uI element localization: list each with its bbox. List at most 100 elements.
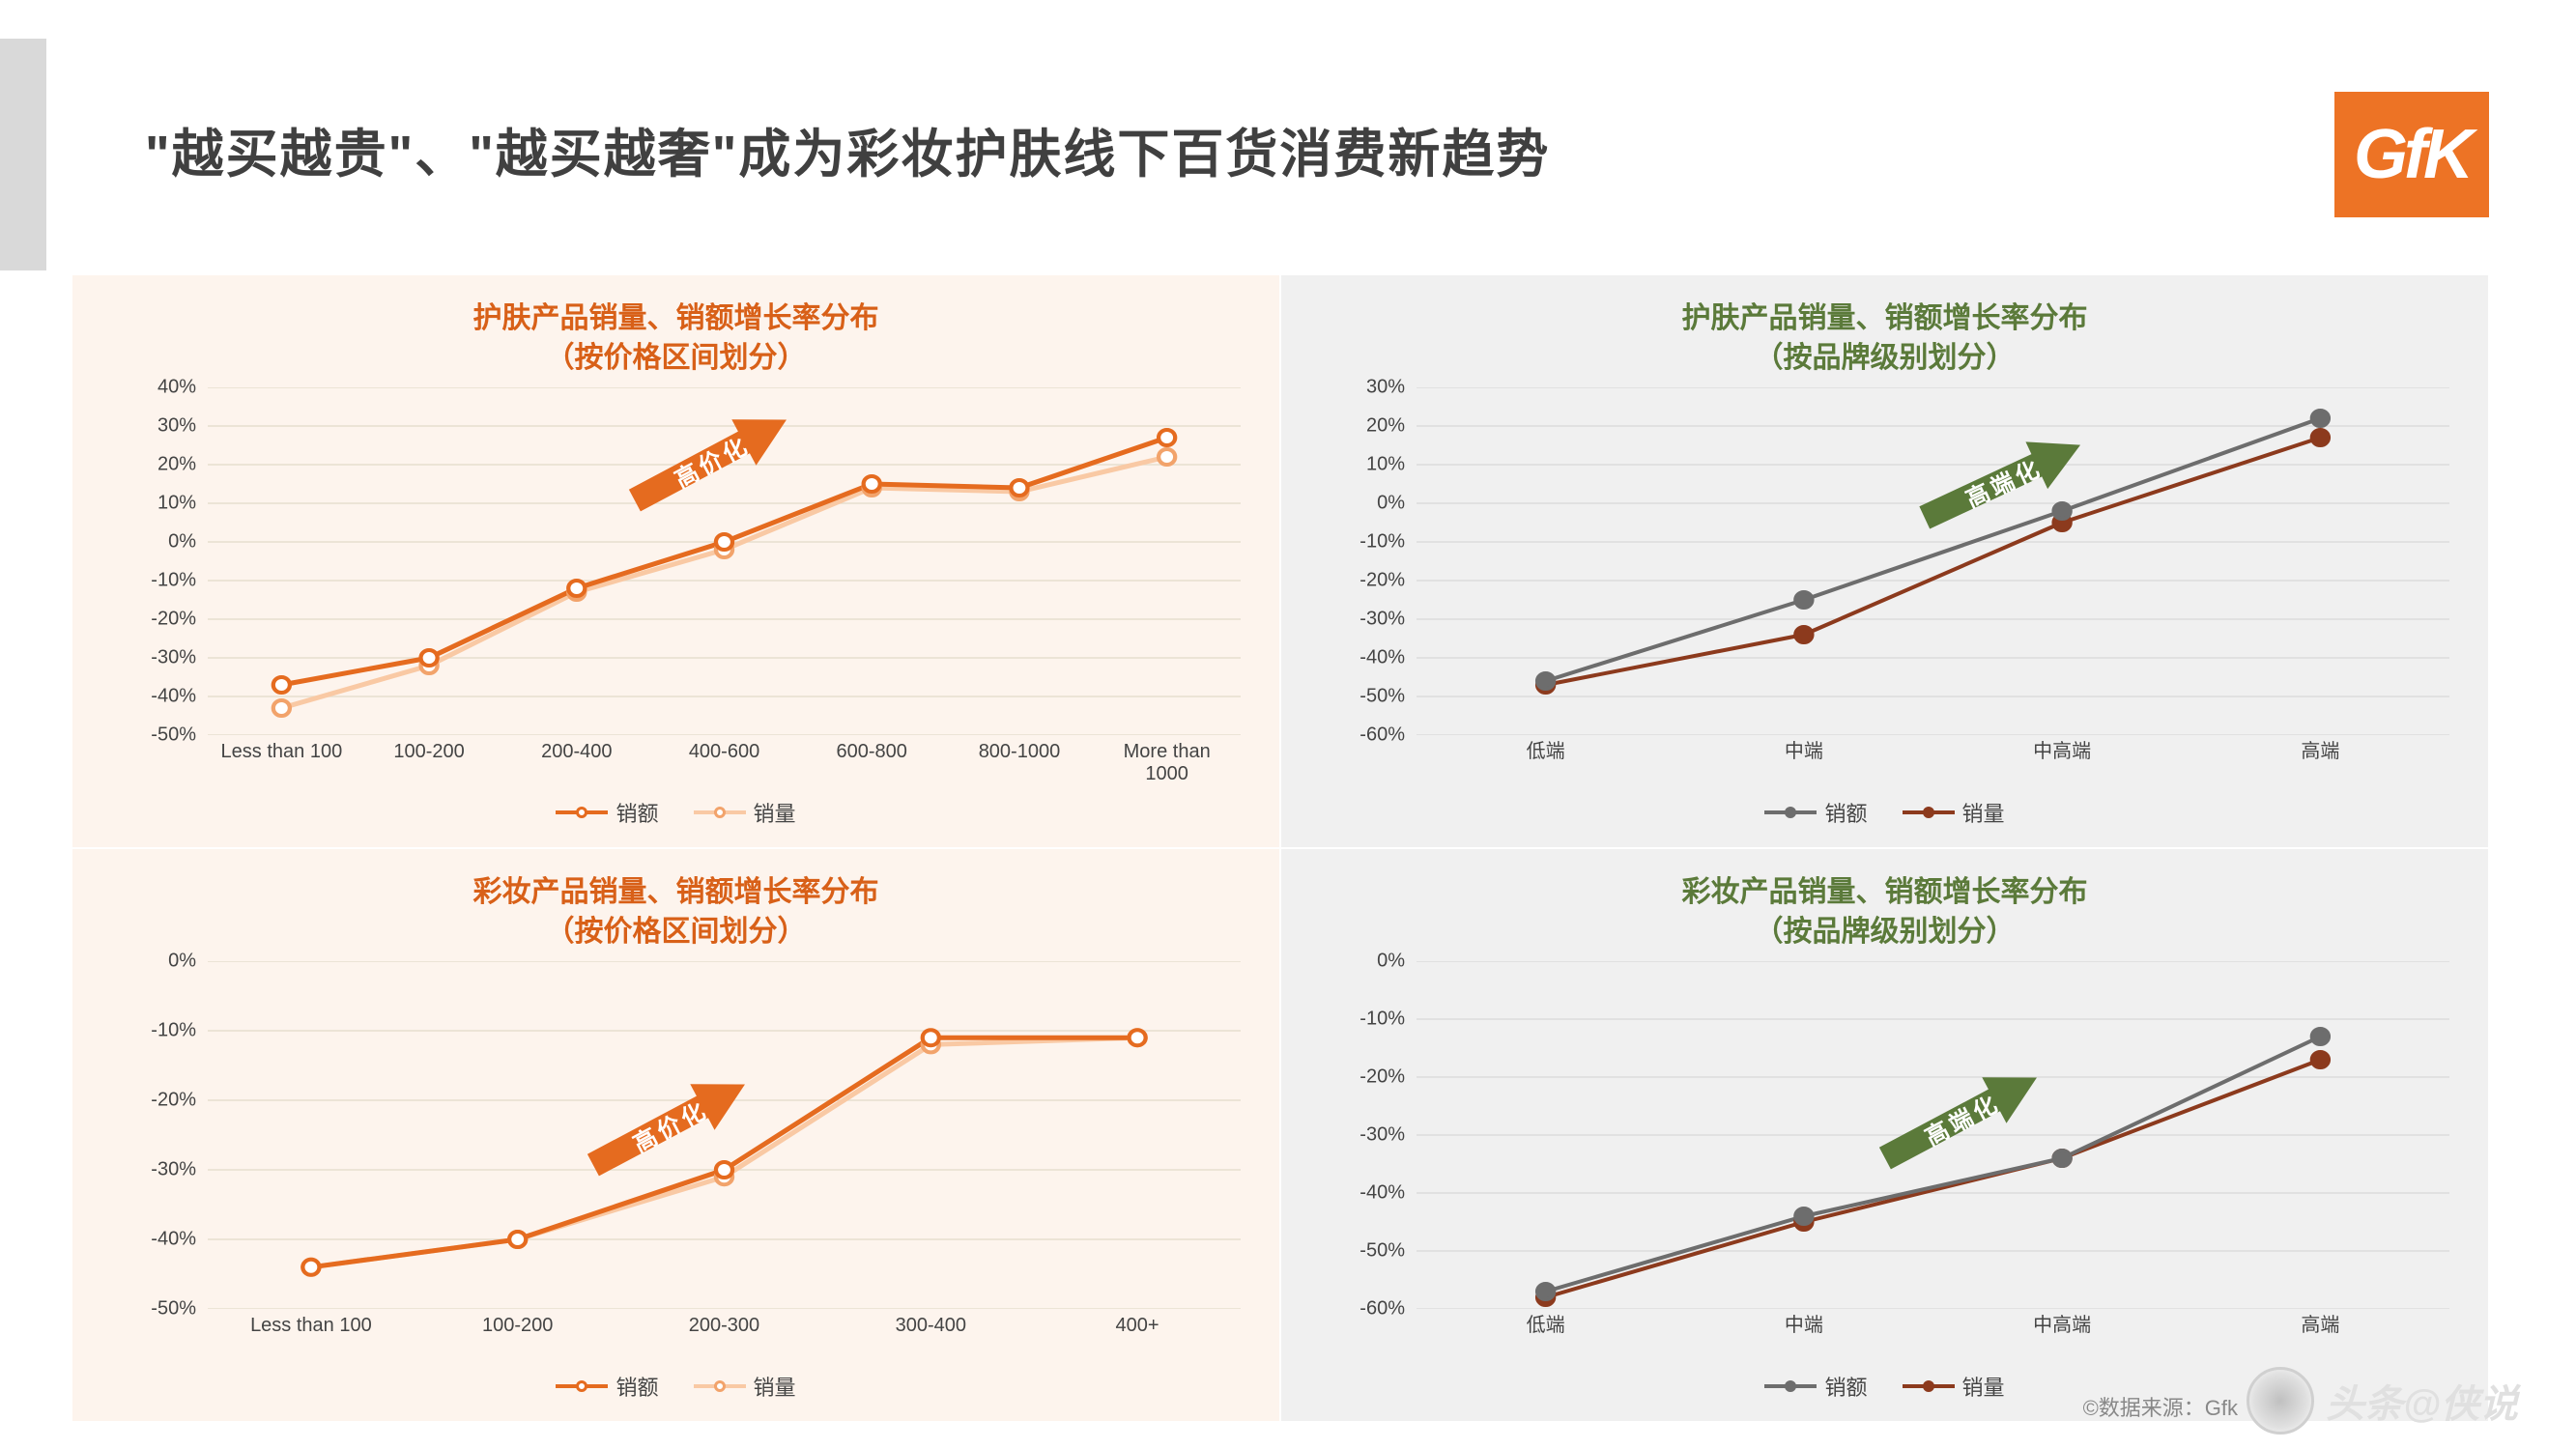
x-tick-label: 300-400 — [827, 1309, 1034, 1367]
chart-title: 护肤产品销量、销额增长率分布（按品牌级别划分） — [1320, 299, 2449, 378]
x-tick-label: 200-300 — [621, 1309, 828, 1367]
x-tick-label: 400+ — [1034, 1309, 1241, 1367]
y-tick-label: 20% — [1366, 414, 1405, 437]
chart-plot-area: 0%-10%-20%-30%-40%-50%-60%高端化 — [1320, 961, 2449, 1309]
y-tick-label: -20% — [1360, 570, 1405, 592]
y-tick-label: -40% — [151, 1229, 196, 1251]
legend-item: 销量 — [694, 1371, 796, 1402]
chart-grid: 护肤产品销量、销额增长率分布（按价格区间划分）40% 30% 20% 10% 0% -10… — [72, 275, 2488, 1319]
legend-marker-icon — [1764, 1384, 1817, 1388]
legend-item: 销量 — [1903, 1371, 2005, 1402]
x-tick-label: More than1000 — [1093, 735, 1241, 793]
legend-label: 销额 — [1824, 1371, 1867, 1402]
y-tick-label: 0% — [168, 530, 196, 553]
x-tick-label: 200-400 — [502, 735, 650, 793]
y-axis: 40%30%20%10%0%-10%-20%-30%-40%-50% — [111, 387, 208, 735]
chart-plot-area: 40%30%20%10%0%-10%-20%-30%-40%-50%高价化 — [111, 387, 1241, 735]
y-tick-label: -10% — [151, 570, 196, 592]
x-tick-label: 低端 — [1417, 735, 1674, 793]
legend-marker-icon — [1903, 810, 1955, 814]
y-tick-label: 0% — [1377, 493, 1405, 515]
legend-item: 销额 — [556, 1371, 658, 1402]
panel-skincare-brand: 护肤产品销量、销额增长率分布（按品牌级别划分）30%20%10%0%-10%-2… — [1281, 275, 2488, 847]
y-axis: 30%20%10%0%-10%-20%-30%-40%-50%-60% — [1320, 387, 1417, 735]
panel-skincare-price: 护肤产品销量、销额增长率分布（按价格区间划分）40%30%20%10%0%-10… — [72, 275, 1279, 847]
plot-canvas: 高价化 — [208, 961, 1241, 1309]
watermark-avatar-icon — [2247, 1367, 2314, 1435]
plot-canvas: 高价化 — [208, 387, 1241, 735]
legend-marker-icon — [694, 1384, 746, 1388]
header-accent-bar — [0, 39, 46, 270]
chart-legend: 销额销量 — [1320, 797, 2449, 828]
watermark-text: 头条@侠说 — [2326, 1373, 2518, 1429]
chart-title: 彩妆产品销量、销额增长率分布（按价格区间划分） — [111, 873, 1241, 952]
legend-label: 销量 — [754, 797, 796, 828]
y-tick-label: 0% — [1377, 951, 1405, 973]
x-tick-label: 800-1000 — [946, 735, 1094, 793]
y-tick-label: -10% — [1360, 1009, 1405, 1031]
y-tick-label: 40% — [157, 377, 196, 399]
x-tick-label: 高端 — [2191, 735, 2449, 793]
chart-legend: 销额 销量 — [111, 797, 1241, 828]
legend-item: 销额 — [1764, 797, 1867, 828]
chart-title: 彩妆产品销量、销额增长率分布（按品牌级别划分） — [1320, 873, 2449, 952]
x-axis: Less than 100100-200200-400400-600600-80… — [208, 735, 1241, 793]
y-tick-label: 10% — [157, 493, 196, 515]
y-tick-label: -30% — [1360, 609, 1405, 631]
panel-makeup-brand: 彩妆产品销量、销额增长率分布（按品牌级别划分）0% -10% -20% -30% -40… — [1281, 849, 2488, 1421]
y-tick-label: -60% — [1360, 1298, 1405, 1321]
legend-marker-icon — [556, 810, 608, 814]
x-tick-label: Less than 100 — [208, 1309, 415, 1367]
y-tick-label: -40% — [151, 685, 196, 707]
x-tick-label: 中端 — [1674, 735, 1932, 793]
x-tick-label: Less than 100 — [208, 735, 356, 793]
legend-marker-icon — [694, 810, 746, 814]
gfk-logo-text: GfK — [2354, 115, 2470, 194]
plot-canvas: 高端化 — [1417, 387, 2449, 735]
x-tick-label: 中端 — [1674, 1309, 1932, 1367]
chart-title: 护肤产品销量、销额增长率分布（按价格区间划分） — [111, 299, 1241, 378]
y-axis: 0%-10%-20%-30%-40%-50% — [111, 961, 208, 1309]
y-tick-label: -30% — [1360, 1124, 1405, 1147]
x-tick-label: 中高端 — [1933, 1309, 2191, 1367]
x-tick-label: 100-200 — [415, 1309, 621, 1367]
legend-label: 销量 — [1962, 1371, 2005, 1402]
x-tick-label: 400-600 — [650, 735, 798, 793]
legend-marker-icon — [556, 1384, 608, 1388]
y-tick-label: -30% — [151, 647, 196, 669]
chart-legend: 销额 销量 — [111, 1371, 1241, 1402]
legend-label: 销额 — [615, 1371, 658, 1402]
y-tick-label: -50% — [151, 724, 196, 747]
y-tick-label: -40% — [1360, 1182, 1405, 1205]
x-tick-label: 高端 — [2191, 1309, 2449, 1367]
x-axis: 低端中端中高端高端 — [1417, 735, 2449, 793]
chart-plot-area: 30%20%10%0%-10%-20%-30%-40%-50%-60%高端化 — [1320, 387, 2449, 735]
x-tick-label: 低端 — [1417, 1309, 1674, 1367]
data-source-credit: ©数据来源：Gfk — [2083, 1391, 2238, 1422]
gfk-logo: GfK — [2334, 92, 2489, 217]
legend-marker-icon — [1764, 810, 1817, 814]
y-tick-label: -20% — [1360, 1066, 1405, 1089]
y-tick-label: 30% — [157, 414, 196, 437]
legend-label: 销额 — [615, 797, 658, 828]
x-tick-label: 中高端 — [1933, 735, 2191, 793]
y-tick-label: 0% — [168, 951, 196, 973]
legend-marker-icon — [1903, 1384, 1955, 1388]
y-tick-label: -60% — [1360, 724, 1405, 747]
y-tick-label: -50% — [151, 1298, 196, 1321]
x-axis: 低端中端中高端高端 — [1417, 1309, 2449, 1367]
page-title: "越买越贵"、"越买越奢"成为彩妆护肤线下百货消费新趋势 — [145, 111, 1550, 187]
legend-label: 销量 — [754, 1371, 796, 1402]
y-tick-label: -10% — [151, 1020, 196, 1042]
watermark: 头条@侠说 — [2247, 1367, 2518, 1435]
chart-plot-area: 0%-10%-20%-30%-40%-50%高价化 — [111, 961, 1241, 1309]
y-tick-label: -20% — [151, 1090, 196, 1112]
y-tick-label: -40% — [1360, 647, 1405, 669]
x-tick-label: 100-200 — [356, 735, 503, 793]
panel-makeup-price: 彩妆产品销量、销额增长率分布（按价格区间划分）0%-10%-20%-30%-40… — [72, 849, 1279, 1421]
y-tick-label: 10% — [1366, 453, 1405, 475]
y-tick-label: 30% — [1366, 377, 1405, 399]
y-tick-label: -50% — [1360, 685, 1405, 707]
x-tick-label: 600-800 — [798, 735, 946, 793]
legend-item: 销额 — [556, 797, 658, 828]
